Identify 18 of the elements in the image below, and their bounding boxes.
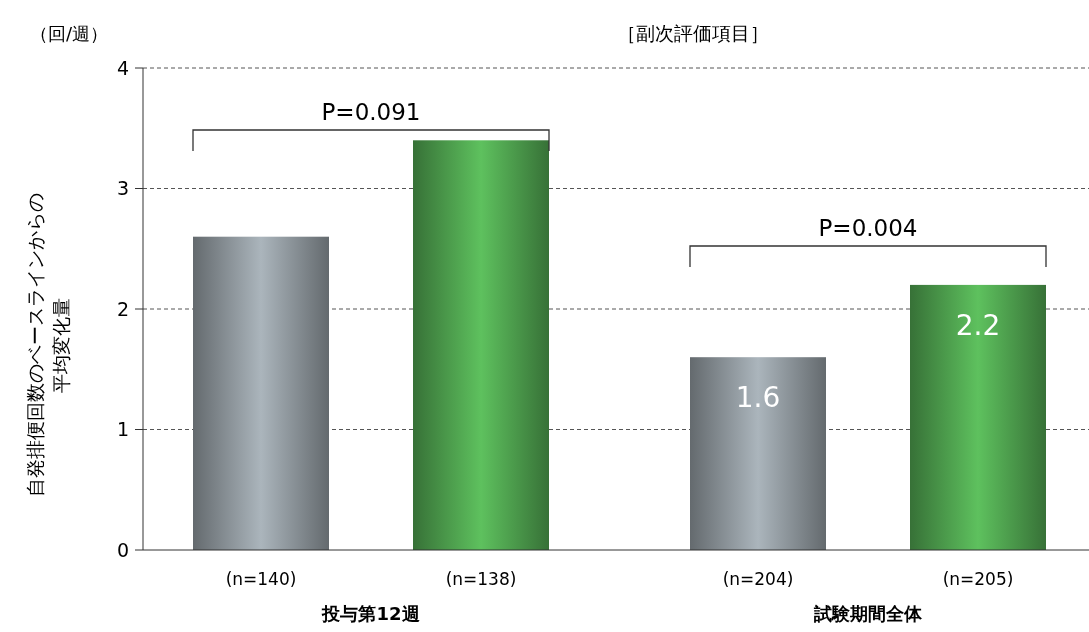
text: （回/週） bbox=[30, 23, 109, 44]
y-tick-label: 4 bbox=[116, 56, 129, 79]
annotation: P=0.091 bbox=[321, 99, 421, 125]
x-tick-label: (n=204) bbox=[722, 569, 794, 589]
x-tick-label: (n=140) bbox=[225, 569, 297, 589]
y-tick-label: 0 bbox=[116, 538, 129, 561]
data-label: 1.6 bbox=[735, 381, 781, 415]
annotation: P=0.004 bbox=[818, 215, 918, 241]
text: 投与第12週 bbox=[321, 603, 420, 624]
chart-title: ［副次評価項目］ bbox=[617, 22, 769, 44]
y-tick-label: 2 bbox=[116, 297, 129, 320]
y-tick-label: 3 bbox=[116, 177, 129, 200]
x-tick-label: (n=138) bbox=[445, 569, 517, 589]
x-tick-label: (n=205) bbox=[942, 569, 1014, 589]
data-label: 2.2 bbox=[955, 308, 1001, 342]
text: 試験期間全体 bbox=[813, 603, 923, 624]
y-tick-label: 1 bbox=[116, 418, 129, 441]
y-axis-title: 自発排便回数のベースラインからの平均変化量 bbox=[24, 193, 72, 497]
